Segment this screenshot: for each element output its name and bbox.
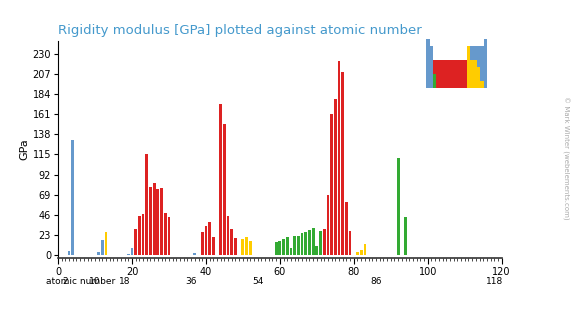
Bar xyxy=(208,222,211,255)
Bar xyxy=(297,236,300,255)
Bar xyxy=(426,67,433,74)
Bar xyxy=(219,104,222,255)
Bar xyxy=(436,74,467,81)
Text: 10: 10 xyxy=(89,278,101,286)
Bar xyxy=(142,214,144,255)
Bar xyxy=(470,53,487,60)
Bar xyxy=(467,74,470,81)
Bar xyxy=(426,46,433,53)
Bar xyxy=(477,67,480,74)
Bar xyxy=(138,216,141,255)
Bar xyxy=(323,229,325,255)
Bar xyxy=(470,60,477,67)
Bar xyxy=(356,252,359,255)
Bar xyxy=(205,226,207,255)
Bar xyxy=(227,216,230,255)
Bar xyxy=(289,248,292,255)
Bar xyxy=(193,253,196,255)
Bar xyxy=(249,241,252,255)
Text: 54: 54 xyxy=(252,278,263,286)
Bar xyxy=(470,67,477,74)
Bar xyxy=(433,81,436,88)
Bar xyxy=(426,53,433,60)
Bar xyxy=(467,67,470,74)
Bar xyxy=(71,140,74,255)
Bar xyxy=(308,230,311,255)
Bar xyxy=(327,195,329,255)
Text: Rigidity modulus [GPa] plotted against atomic number: Rigidity modulus [GPa] plotted against a… xyxy=(58,24,422,37)
Bar xyxy=(311,228,314,255)
Bar xyxy=(304,232,307,255)
Bar xyxy=(341,72,344,255)
Bar xyxy=(467,53,470,60)
Bar xyxy=(278,241,281,255)
Bar xyxy=(404,217,407,255)
Bar xyxy=(480,67,487,74)
Bar xyxy=(157,189,160,255)
Text: 118: 118 xyxy=(485,278,503,286)
Bar xyxy=(349,231,351,255)
Bar xyxy=(397,158,400,255)
Bar xyxy=(164,213,166,255)
Bar xyxy=(282,239,285,255)
Text: atomic number: atomic number xyxy=(46,278,115,286)
Bar xyxy=(149,187,152,255)
Bar xyxy=(104,232,107,255)
Bar xyxy=(234,238,237,255)
Bar xyxy=(436,81,467,88)
Bar xyxy=(470,46,487,53)
Bar xyxy=(127,254,130,255)
Bar xyxy=(467,81,484,88)
Bar xyxy=(201,232,204,255)
Bar xyxy=(293,236,296,255)
Bar xyxy=(426,81,433,88)
Bar xyxy=(245,237,248,255)
Text: © Mark Winter (webelements.com): © Mark Winter (webelements.com) xyxy=(562,96,569,219)
Bar xyxy=(101,240,104,255)
Bar xyxy=(426,39,430,46)
Bar xyxy=(286,237,289,255)
Bar xyxy=(477,74,480,81)
Text: 36: 36 xyxy=(186,278,197,286)
Bar xyxy=(130,248,133,255)
Bar xyxy=(433,74,436,81)
Bar xyxy=(360,250,362,255)
Bar xyxy=(484,81,487,88)
Text: 2: 2 xyxy=(63,278,68,286)
Bar xyxy=(364,244,367,255)
Bar xyxy=(467,60,470,67)
Bar xyxy=(433,60,467,67)
Bar xyxy=(330,114,333,255)
Bar xyxy=(334,100,337,255)
Bar xyxy=(168,217,171,255)
Bar xyxy=(153,183,155,255)
Bar xyxy=(426,74,433,81)
Text: 18: 18 xyxy=(119,278,130,286)
Bar xyxy=(338,61,340,255)
Bar xyxy=(223,124,226,255)
Text: 86: 86 xyxy=(370,278,382,286)
Bar xyxy=(97,252,100,255)
Bar xyxy=(470,74,477,81)
Y-axis label: GPa: GPa xyxy=(20,139,30,161)
Bar xyxy=(160,188,163,255)
Bar xyxy=(241,239,244,255)
Bar xyxy=(480,74,487,81)
Bar xyxy=(275,242,278,255)
Bar xyxy=(134,230,137,255)
Bar xyxy=(484,39,487,46)
Bar xyxy=(300,233,303,255)
Bar xyxy=(426,60,433,67)
Bar xyxy=(477,60,487,67)
Bar xyxy=(319,231,322,255)
Bar xyxy=(345,202,348,255)
Bar xyxy=(433,67,467,74)
Bar xyxy=(467,46,470,53)
Bar xyxy=(316,246,318,255)
Bar xyxy=(212,237,215,255)
Bar xyxy=(230,229,233,255)
Bar xyxy=(68,251,71,255)
Bar xyxy=(146,154,148,255)
